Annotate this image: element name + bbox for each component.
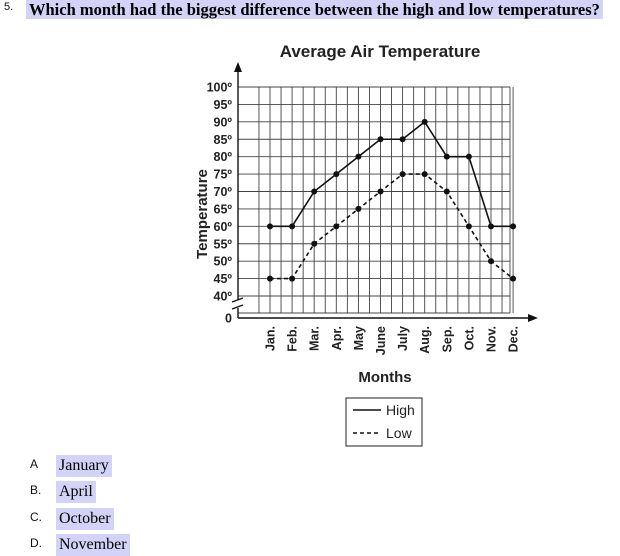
x-axis-label: Months xyxy=(358,369,411,386)
x-tick-label: Aug. xyxy=(418,326,432,354)
point-high xyxy=(333,171,340,178)
point-high xyxy=(421,118,428,125)
answer-b-text: April xyxy=(56,481,96,503)
x-tick-label: May xyxy=(352,326,366,350)
y-tick-label: 80º xyxy=(214,150,233,164)
point-high xyxy=(355,153,362,160)
series-line-low xyxy=(270,173,514,280)
y-tick-label: 100º xyxy=(207,81,233,95)
point-low xyxy=(465,223,472,230)
answer-c-letter: C. xyxy=(30,510,42,524)
x-tick-label: July xyxy=(396,326,410,351)
y-tick-label: 0 xyxy=(225,312,232,326)
y-tick-label: 90º xyxy=(214,115,233,129)
point-low xyxy=(510,275,517,282)
x-tick-label: Apr. xyxy=(330,326,344,350)
x-tick-label: Dec. xyxy=(507,326,521,352)
x-tick-label: Nov. xyxy=(485,326,499,352)
question-number: 5. xyxy=(4,1,14,13)
answer-d-text: November xyxy=(56,534,130,556)
y-tick-label: 55º xyxy=(214,237,233,251)
point-high xyxy=(488,223,494,230)
point-high xyxy=(311,188,318,195)
y-tick-label: 85º xyxy=(214,133,233,147)
y-tick-label: 60º xyxy=(214,220,233,234)
y-tick-labels: 100º 95º 90º 85º 80º 75º 70º 65º 60º 55º 50º 45º 40º… xyxy=(207,81,233,326)
point-high xyxy=(399,136,406,143)
point-low xyxy=(421,171,428,178)
point-high xyxy=(443,153,450,160)
point-low xyxy=(333,223,340,230)
x-tick-label: Mar. xyxy=(308,326,322,351)
answer-d-letter: D. xyxy=(30,536,42,550)
y-axis-arrow xyxy=(234,62,242,72)
x-tick-label: Sep. xyxy=(440,326,454,352)
point-high xyxy=(289,223,296,230)
series xyxy=(267,118,517,282)
point-low xyxy=(377,188,384,195)
x-tick-label: Jan. xyxy=(264,326,278,351)
point-low xyxy=(311,240,318,247)
point-low xyxy=(267,275,273,282)
point-high xyxy=(510,223,517,230)
point-high xyxy=(267,223,273,230)
legend-low-label: Low xyxy=(386,425,413,441)
y-tick-label: 95º xyxy=(214,98,233,112)
answer-b-letter: B. xyxy=(30,483,42,497)
axis-break-mark xyxy=(231,297,244,310)
axes xyxy=(231,62,538,322)
legend-high-label: High xyxy=(386,402,415,418)
question-text: Which month had the biggest difference b… xyxy=(26,0,603,19)
series-line-high xyxy=(270,120,514,228)
y-tick-label: 65º xyxy=(214,202,233,216)
chart-title: Average Air Temperature xyxy=(280,42,481,61)
y-tick-label: 40º xyxy=(214,290,233,304)
point-low xyxy=(443,188,450,195)
y-tick-label: 50º xyxy=(214,255,233,269)
x-tick-labels: Jan. Feb. Mar. Apr. May June July Aug. Sep. Oct. N… xyxy=(264,326,521,355)
point-low xyxy=(399,171,406,178)
y-tick-label: 75º xyxy=(214,168,233,182)
x-tick-label: Feb. xyxy=(286,326,300,352)
point-low xyxy=(289,275,296,282)
x-tick-label: June xyxy=(374,326,388,355)
point-low xyxy=(355,205,362,212)
y-tick-label: 45º xyxy=(214,272,233,286)
axis-break-gap xyxy=(233,300,243,308)
point-high xyxy=(465,153,472,160)
x-tick-label: Oct. xyxy=(462,326,476,350)
legend: High Low xyxy=(345,397,423,447)
x-axis-arrow xyxy=(528,314,538,322)
legend-box xyxy=(345,397,423,447)
temperature-chart: Average Air Temperature Temperature Mont… xyxy=(194,42,538,447)
point-high xyxy=(377,136,384,143)
y-tick-label: 70º xyxy=(214,185,233,199)
answer-c-text: October xyxy=(56,508,114,530)
answer-a-text: January xyxy=(56,455,112,477)
answer-a-letter: A xyxy=(30,457,39,471)
y-axis-label: Temperature xyxy=(194,169,211,259)
point-low xyxy=(488,258,494,265)
